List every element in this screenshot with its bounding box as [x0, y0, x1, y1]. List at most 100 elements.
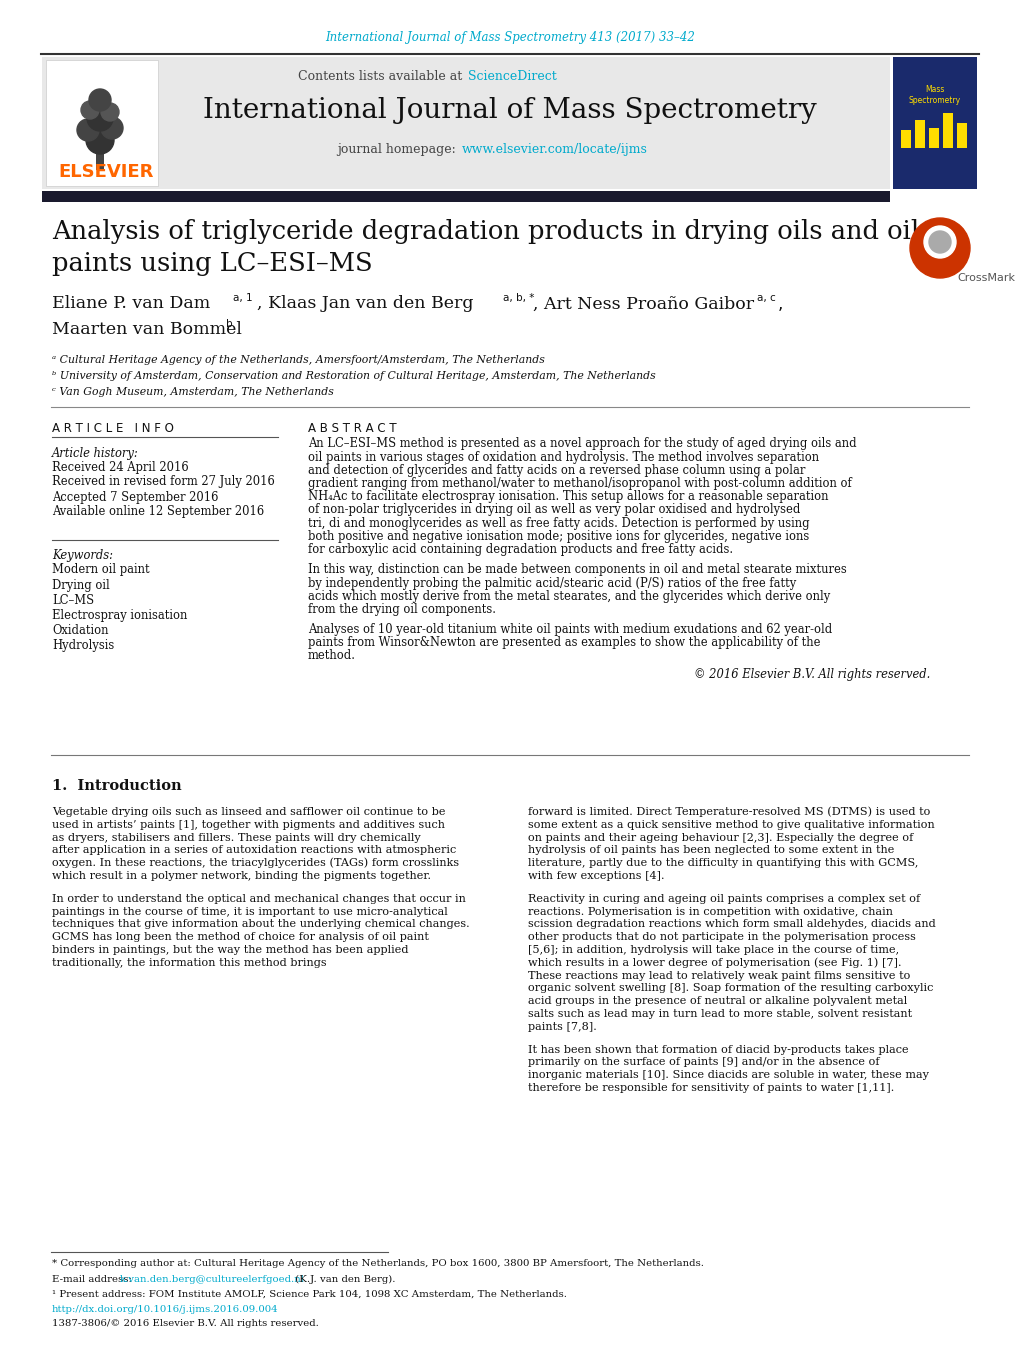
Text: both positive and negative ionisation mode; positive ions for glycerides, negati: both positive and negative ionisation mo… [308, 530, 808, 543]
Text: acids which mostly derive from the metal stearates, and the glycerides which der: acids which mostly derive from the metal… [308, 589, 829, 603]
FancyBboxPatch shape [914, 120, 924, 149]
Text: a, b, *: a, b, * [502, 293, 534, 303]
Text: literature, partly due to the difficulty in quantifying this with GCMS,: literature, partly due to the difficulty… [528, 858, 917, 869]
Text: paints from Winsor&Newton are presented as examples to show the applicability of: paints from Winsor&Newton are presented … [308, 636, 819, 650]
Text: (K.J. van den Berg).: (K.J. van den Berg). [291, 1274, 395, 1283]
Text: Analyses of 10 year-old titanium white oil paints with medium exudations and 62 : Analyses of 10 year-old titanium white o… [308, 623, 832, 636]
Text: Vegetable drying oils such as linseed and safflower oil continue to be: Vegetable drying oils such as linseed an… [52, 807, 445, 817]
Text: * Corresponding author at: Cultural Heritage Agency of the Netherlands, PO box 1: * Corresponding author at: Cultural Heri… [52, 1259, 703, 1269]
Circle shape [86, 126, 114, 154]
Text: 1387-3806/© 2016 Elsevier B.V. All rights reserved.: 1387-3806/© 2016 Elsevier B.V. All right… [52, 1320, 319, 1328]
Text: oil paints in various stages of oxidation and hydrolysis. The method involves se: oil paints in various stages of oxidatio… [308, 451, 818, 463]
Circle shape [909, 218, 969, 278]
Text: Keywords:: Keywords: [52, 550, 113, 562]
Text: traditionally, the information this method brings: traditionally, the information this meth… [52, 958, 326, 967]
Text: , Klaas Jan van den Berg: , Klaas Jan van den Berg [257, 296, 473, 312]
Text: [5,6]; in addition, hydrolysis will take place in the course of time,: [5,6]; in addition, hydrolysis will take… [528, 944, 898, 955]
Text: Received in revised form 27 July 2016: Received in revised form 27 July 2016 [52, 476, 274, 489]
Text: oxygen. In these reactions, the triacylglycerides (TAGs) form crosslinks: oxygen. In these reactions, the triacylg… [52, 858, 459, 869]
Text: by independently probing the palmitic acid/stearic acid (P/S) ratios of the free: by independently probing the palmitic ac… [308, 577, 796, 589]
FancyBboxPatch shape [42, 190, 890, 203]
Text: Eliane P. van Dam: Eliane P. van Dam [52, 296, 210, 312]
Text: paintings in the course of time, it is important to use micro-analytical: paintings in the course of time, it is i… [52, 907, 447, 916]
Circle shape [76, 119, 99, 141]
Text: In this way, distinction can be made between components in oil and metal stearat: In this way, distinction can be made bet… [308, 563, 846, 577]
Text: http://dx.doi.org/10.1016/j.ijms.2016.09.004: http://dx.doi.org/10.1016/j.ijms.2016.09… [52, 1305, 278, 1315]
Text: Article history:: Article history: [52, 446, 139, 459]
Text: forward is limited. Direct Temperature-resolved MS (DTMS) is used to: forward is limited. Direct Temperature-r… [528, 807, 929, 817]
Circle shape [81, 101, 99, 119]
Text: of non-polar triglycerides in drying oil as well as very polar oxidised and hydr: of non-polar triglycerides in drying oil… [308, 504, 800, 516]
Text: E-mail address:: E-mail address: [52, 1274, 135, 1283]
FancyBboxPatch shape [892, 57, 976, 189]
Text: Electrospray ionisation: Electrospray ionisation [52, 608, 187, 621]
Text: for carboxylic acid containing degradation products and free fatty acids.: for carboxylic acid containing degradati… [308, 543, 733, 557]
Text: and detection of glycerides and fatty acids on a reversed phase column using a p: and detection of glycerides and fatty ac… [308, 463, 805, 477]
Text: acid groups in the presence of neutral or alkaline polyvalent metal: acid groups in the presence of neutral o… [528, 996, 906, 1006]
Circle shape [928, 231, 950, 253]
FancyBboxPatch shape [943, 113, 952, 149]
FancyBboxPatch shape [96, 149, 104, 170]
Text: which result in a polymer network, binding the pigments together.: which result in a polymer network, bindi… [52, 871, 431, 881]
Text: from the drying oil components.: from the drying oil components. [308, 603, 495, 616]
FancyBboxPatch shape [956, 123, 966, 149]
Circle shape [87, 105, 113, 131]
Text: LC–MS: LC–MS [52, 593, 94, 607]
Text: Mass
Spectrometry: Mass Spectrometry [908, 85, 960, 104]
Text: International Journal of Mass Spectrometry 413 (2017) 33–42: International Journal of Mass Spectromet… [325, 31, 694, 45]
Text: Modern oil paint: Modern oil paint [52, 563, 150, 577]
Text: www.elsevier.com/locate/ijms: www.elsevier.com/locate/ijms [462, 143, 647, 157]
Text: 1.  Introduction: 1. Introduction [52, 780, 181, 793]
Text: k.van.den.berg@cultureelerfgoed.nl: k.van.den.berg@cultureelerfgoed.nl [120, 1274, 305, 1283]
Text: salts such as lead may in turn lead to more stable, solvent resistant: salts such as lead may in turn lead to m… [528, 1009, 911, 1019]
Text: Analysis of triglyceride degradation products in drying oils and oil: Analysis of triglyceride degradation pro… [52, 219, 918, 245]
Text: Maarten van Bommel: Maarten van Bommel [52, 322, 242, 339]
Circle shape [89, 89, 111, 111]
Text: An LC–ESI–MS method is presented as a novel approach for the study of aged dryin: An LC–ESI–MS method is presented as a no… [308, 438, 856, 450]
Text: ᵃ Cultural Heritage Agency of the Netherlands, Amersfoort/Amsterdam, The Netherl: ᵃ Cultural Heritage Agency of the Nether… [52, 355, 544, 365]
Text: It has been shown that formation of diacid by-products takes place: It has been shown that formation of diac… [528, 1044, 908, 1055]
Circle shape [101, 118, 123, 139]
Text: a, c: a, c [756, 293, 775, 303]
Text: Drying oil: Drying oil [52, 578, 110, 592]
Text: as dryers, stabilisers and fillers. These paints will dry chemically: as dryers, stabilisers and fillers. Thes… [52, 832, 421, 843]
Text: hydrolysis of oil paints has been neglected to some extent in the: hydrolysis of oil paints has been neglec… [528, 846, 894, 855]
Text: © 2016 Elsevier B.V. All rights reserved.: © 2016 Elsevier B.V. All rights reserved… [693, 667, 929, 681]
Text: ¹ Present address: FOM Institute AMOLF, Science Park 104, 1098 XC Amsterdam, The: ¹ Present address: FOM Institute AMOLF, … [52, 1289, 567, 1298]
Text: reactions. Polymerisation is in competition with oxidative, chain: reactions. Polymerisation is in competit… [528, 907, 892, 916]
Text: b: b [226, 319, 232, 330]
Text: which results in a lower degree of polymerisation (see Fig. 1) [7].: which results in a lower degree of polym… [528, 958, 901, 969]
Text: techniques that give information about the underlying chemical changes.: techniques that give information about t… [52, 920, 469, 929]
Text: Received 24 April 2016: Received 24 April 2016 [52, 461, 189, 473]
Text: primarily on the surface of paints [9] and/or in the absence of: primarily on the surface of paints [9] a… [528, 1058, 878, 1067]
Text: A R T I C L E   I N F O: A R T I C L E I N F O [52, 422, 173, 435]
Text: A B S T R A C T: A B S T R A C T [308, 422, 396, 435]
Text: ScienceDirect: ScienceDirect [468, 69, 556, 82]
Text: Reactivity in curing and ageing oil paints comprises a complex set of: Reactivity in curing and ageing oil pain… [528, 894, 919, 904]
Text: used in artists’ paints [1], together with pigments and additives such: used in artists’ paints [1], together wi… [52, 820, 444, 830]
Text: ,: , [777, 295, 783, 313]
Text: CrossMark: CrossMark [956, 273, 1014, 282]
Text: In order to understand the optical and mechanical changes that occur in: In order to understand the optical and m… [52, 894, 466, 904]
Text: method.: method. [308, 650, 356, 662]
Text: journal homepage:: journal homepage: [337, 143, 460, 157]
Text: ᶜ Van Gogh Museum, Amsterdam, The Netherlands: ᶜ Van Gogh Museum, Amsterdam, The Nether… [52, 386, 333, 397]
Text: NH₄Ac to facilitate electrospray ionisation. This setup allows for a reasonable : NH₄Ac to facilitate electrospray ionisat… [308, 490, 827, 504]
Text: some extent as a quick sensitive method to give qualitative information: some extent as a quick sensitive method … [528, 820, 933, 830]
Text: gradient ranging from methanol/water to methanol/isopropanol with post-column ad: gradient ranging from methanol/water to … [308, 477, 851, 490]
Text: after application in a series of autoxidation reactions with atmospheric: after application in a series of autoxid… [52, 846, 455, 855]
Circle shape [923, 226, 955, 258]
Text: inorganic materials [10]. Since diacids are soluble in water, these may: inorganic materials [10]. Since diacids … [528, 1070, 928, 1081]
Text: Contents lists available at: Contents lists available at [298, 69, 466, 82]
Text: Available online 12 September 2016: Available online 12 September 2016 [52, 505, 264, 519]
Circle shape [101, 103, 119, 122]
Text: with few exceptions [4].: with few exceptions [4]. [528, 871, 663, 881]
Text: on paints and their ageing behaviour [2,3]. Especially the degree of: on paints and their ageing behaviour [2,… [528, 832, 912, 843]
Text: tri, di and monoglycerides as well as free fatty acids. Detection is performed b: tri, di and monoglycerides as well as fr… [308, 516, 809, 530]
Text: Oxidation: Oxidation [52, 624, 108, 636]
Text: These reactions may lead to relatively weak paint films sensitive to: These reactions may lead to relatively w… [528, 970, 910, 981]
Text: organic solvent swelling [8]. Soap formation of the resulting carboxylic: organic solvent swelling [8]. Soap forma… [528, 984, 932, 993]
Text: a, 1: a, 1 [232, 293, 253, 303]
Text: therefore be responsible for sensitivity of paints to water [1,11].: therefore be responsible for sensitivity… [528, 1084, 894, 1093]
Text: scission degradation reactions which form small aldehydes, diacids and: scission degradation reactions which for… [528, 920, 934, 929]
